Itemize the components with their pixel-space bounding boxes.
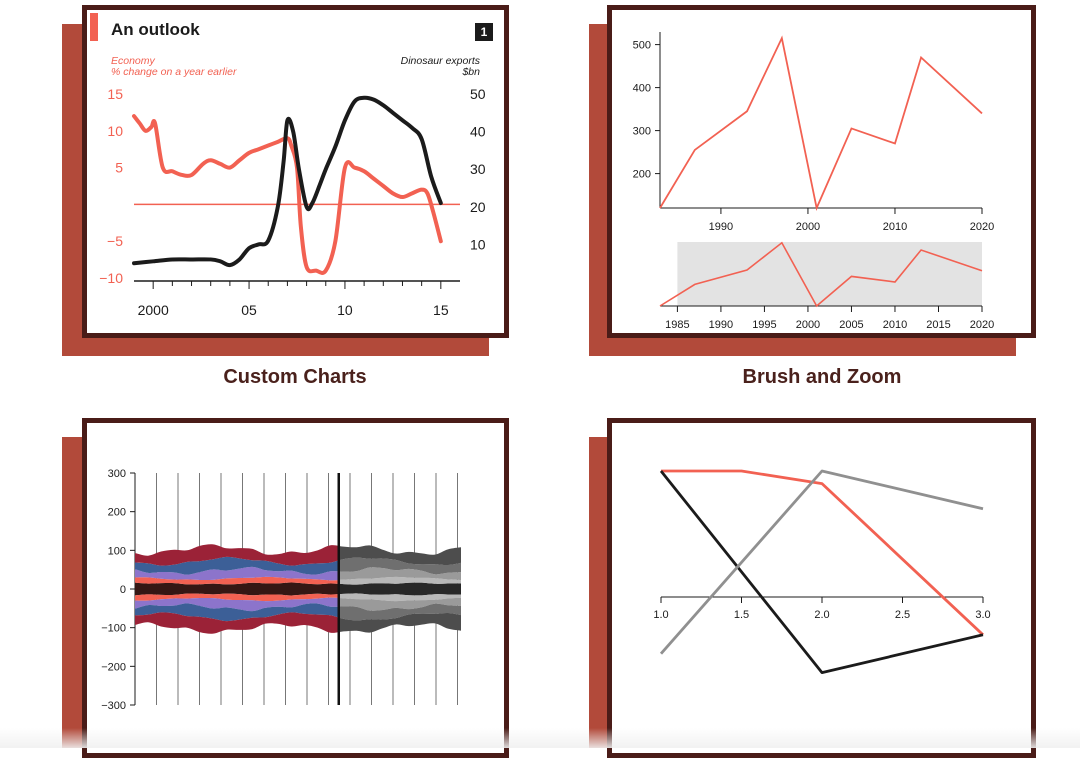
- stream-layer-lower: [135, 589, 339, 596]
- stream-layer-upper: [135, 566, 339, 581]
- x-tick-label: 2000: [138, 302, 169, 318]
- streamgraph-card[interactable]: 300 200 100 0 −100 −200 −300: [82, 418, 509, 758]
- context-x-tick-label: 2020: [970, 319, 994, 331]
- stream-layer-lower: [338, 597, 461, 611]
- streamgraph-chart: 300 200 100 0 −100 −200 −300: [101, 468, 461, 712]
- outlook-chart: An outlook Economy% change on a year earl…: [90, 13, 486, 318]
- brush-zoom-chart: 500 400 300 200 1990 2000 2010 2020 1985 1990 1995…: [633, 32, 994, 331]
- stream-layer-lower: [135, 593, 339, 602]
- context-line: [659, 241, 983, 308]
- y-tick-label: 100: [108, 545, 126, 557]
- right-tick-label: 30: [470, 161, 486, 177]
- bottom-fade: [0, 728, 1080, 748]
- y-tick-label: −100: [101, 623, 126, 635]
- stream-layer-upper: [338, 576, 461, 585]
- y-tick-label: 400: [633, 83, 651, 95]
- y-tick-label: 300: [633, 126, 651, 138]
- y-tick-label: −300: [101, 700, 126, 712]
- left-tick-label: 15: [107, 86, 123, 102]
- series-red-line: [661, 469, 984, 636]
- right-tick-label: 40: [470, 124, 486, 140]
- y-tick-label: 200: [108, 507, 126, 519]
- y-tick-label: −200: [101, 661, 126, 673]
- context-x-tick-label: 1985: [665, 319, 689, 331]
- context-x-tick-label: 2005: [839, 319, 863, 331]
- left-tick-label: −10: [99, 270, 123, 286]
- left-axis-label: Economy: [111, 55, 156, 67]
- stream-layer-lower: [135, 603, 339, 622]
- stream-layer-upper: [135, 576, 339, 585]
- y-tick-label: 200: [633, 169, 651, 181]
- x-tick-label: 1990: [709, 221, 733, 233]
- right-axis-label: Dinosaur exports: [401, 55, 481, 67]
- stream-layer-upper: [338, 545, 461, 566]
- custom-chart-card[interactable]: An outlook Economy% change on a year earl…: [82, 5, 509, 338]
- y-tick-label: 0: [120, 584, 126, 596]
- y-tick-label: 500: [633, 40, 651, 52]
- left-axis-sublabel: % change on a year earlier: [111, 66, 237, 78]
- stream-layer-upper: [338, 557, 461, 575]
- stream-layer-lower: [338, 589, 461, 596]
- series-grey-line: [659, 469, 984, 655]
- context-x-tick-label: 1995: [752, 319, 776, 331]
- series-black-line: [659, 470, 984, 675]
- brush-selection: [677, 242, 982, 306]
- stream-layer-upper: [135, 582, 339, 589]
- right-tick-label: 50: [470, 86, 486, 102]
- stream-layer-upper: [135, 556, 339, 575]
- x-tick-label: 1.5: [734, 609, 749, 621]
- x-tick-label: 3.0: [975, 609, 990, 621]
- caption-custom-charts: Custom Charts: [223, 366, 367, 388]
- x-tick-label: 10: [337, 302, 353, 318]
- series-dinosaur-exports-line: [132, 95, 443, 268]
- line-chart-card[interactable]: 1.0 1.5 2.0 2.5 3.0: [607, 418, 1036, 758]
- focus-line: [659, 35, 983, 211]
- context-x-tick-label: 1990: [709, 319, 733, 331]
- right-tick-label: 20: [470, 199, 486, 215]
- context-x-tick-label: 2015: [926, 319, 950, 331]
- x-tick-label: 2.5: [895, 609, 910, 621]
- series-economy-line: [132, 114, 443, 275]
- chart-number-badge: 1: [475, 23, 493, 41]
- stream-layer-lower: [338, 612, 461, 633]
- parallel-line-chart: 1.0 1.5 2.0 2.5 3.0: [653, 469, 991, 675]
- stream-layer-upper: [338, 567, 461, 581]
- stream-layer-upper: [338, 582, 461, 589]
- context-x-tick-label: 2010: [883, 319, 907, 331]
- x-tick-label: 1.0: [653, 609, 668, 621]
- brush-zoom-card[interactable]: 500 400 300 200 1990 2000 2010 2020 1985 1990 1995…: [607, 5, 1036, 338]
- caption-brush-and-zoom: Brush and Zoom: [742, 366, 902, 388]
- stream-layer-lower: [338, 603, 461, 621]
- x-tick-label: 15: [433, 302, 449, 318]
- right-tick-label: 10: [470, 236, 486, 252]
- x-tick-label: 2.0: [814, 609, 829, 621]
- x-tick-label: 2010: [883, 221, 907, 233]
- context-x-tick-label: 2000: [796, 319, 820, 331]
- y-tick-label: 300: [108, 468, 126, 480]
- right-axis-sublabel: $bn: [461, 66, 480, 78]
- left-tick-label: 10: [107, 123, 123, 139]
- x-tick-label: 2000: [796, 221, 820, 233]
- left-tick-label: 5: [115, 160, 123, 176]
- stream-layer-lower: [135, 612, 339, 634]
- left-tick-label: −5: [107, 233, 123, 249]
- x-tick-label: 05: [241, 302, 257, 318]
- chart-title: An outlook: [111, 20, 200, 39]
- x-tick-label: 2020: [970, 221, 994, 233]
- stream-layer-lower: [338, 593, 461, 602]
- stream-layer-lower: [135, 597, 339, 612]
- title-marker: [90, 13, 98, 41]
- stream-layer-upper: [135, 544, 339, 566]
